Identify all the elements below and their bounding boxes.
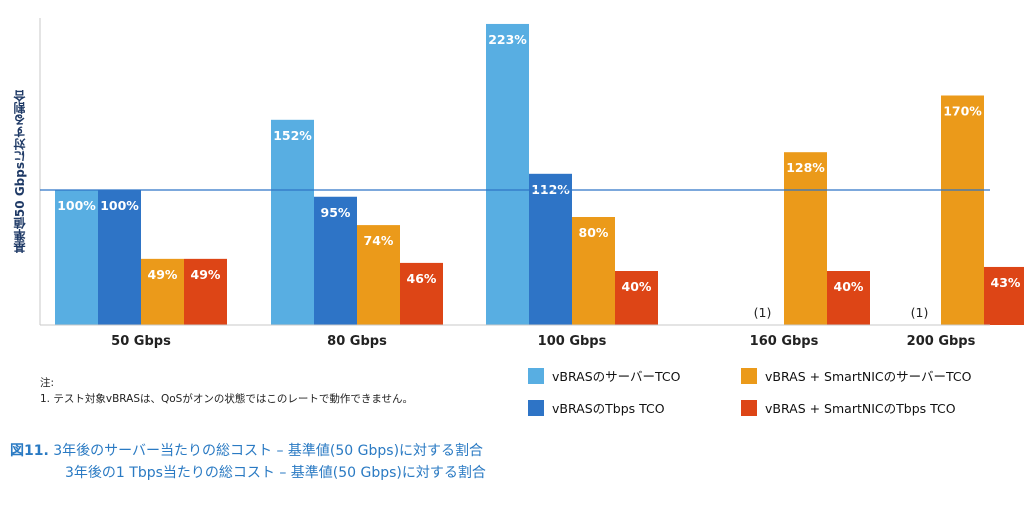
bar-value-label: 112% [531, 182, 570, 197]
bar-value-label: 46% [407, 271, 437, 286]
figure-caption: 図11. 3年後のサーバー当たりの総コスト – 基準値(50 Gbps)に対する… [10, 440, 486, 484]
bar-value-label: 95% [321, 205, 351, 220]
bar [486, 23, 529, 325]
bar [984, 266, 1024, 325]
legend-item-server-tco: vBRASのサーバーTCO [528, 366, 680, 385]
footnote-marker: (1) [754, 305, 772, 320]
bars-layer [55, 23, 1024, 325]
legend-label: vBRAS + SmartNICのTbps TCO [765, 401, 956, 416]
bar [98, 190, 141, 325]
legend-item-smartnic-server-tco: vBRAS + SmartNICのサーバーTCO [741, 366, 971, 385]
caption-text-2: 3年後の1 Tbps当たりの総コスト – 基準値(50 Gbps)に対する割合 [65, 465, 486, 481]
legend-label: vBRASのサーバーTCO [552, 369, 681, 384]
bar-value-label: 49% [148, 267, 178, 282]
bar-value-label: 40% [834, 279, 864, 294]
bar [55, 190, 98, 325]
x-tick-label: 50 Gbps [111, 334, 171, 349]
bar [141, 258, 184, 325]
legend: vBRASのサーバーTCO vBRASのTbps TCO vBRAS + Sma… [528, 366, 998, 426]
notes-title: 注: [40, 377, 55, 389]
bar-value-label: 100% [57, 198, 96, 213]
bar [357, 225, 400, 325]
caption-text-1: 3年後のサーバー当たりの総コスト – 基準値(50 Gbps)に対する割合 [53, 443, 484, 459]
bar-chart: 100% 100% 49% 49% 152% 95% 74% 46% 223% 112% 80% 40… [39, 18, 1024, 349]
y-axis-label: 基準値50 Gbpsに対する割合 [12, 90, 27, 254]
bar-value-label: 223% [488, 32, 527, 47]
bar [400, 262, 443, 325]
x-tick-label: 100 Gbps [538, 334, 607, 349]
bar [529, 173, 572, 325]
x-tick-label: 200 Gbps [907, 334, 976, 349]
legend-label: vBRASのTbps TCO [552, 401, 665, 416]
figure-label: 図11. [10, 443, 49, 459]
value-labels-layer: 100% 100% 49% 49% 152% 95% 74% 46% 223% 112% 80% 40… [57, 32, 1021, 320]
bar [184, 258, 227, 325]
legend-swatch-light-blue [528, 367, 544, 384]
bar [572, 217, 615, 325]
bar-value-label: 100% [100, 198, 139, 213]
legend-item-tbps-tco: vBRASのTbps TCO [528, 398, 665, 417]
bar [941, 95, 984, 325]
bar-value-label: 152% [273, 128, 312, 143]
caption-line-1: 図11. 3年後のサーバー当たりの総コスト – 基準値(50 Gbps)に対する… [10, 440, 486, 462]
axis-layer: 50 Gbps 80 Gbps 100 Gbps 160 Gbps 200 Gbps [39, 18, 990, 349]
x-tick-label: 80 Gbps [327, 334, 387, 349]
bar-value-label: 40% [622, 279, 652, 294]
bar [314, 196, 357, 325]
y-axis-label-wrap: 基準値50 Gbpsに対する割合 [6, 22, 32, 322]
bar-value-label: 128% [786, 160, 825, 175]
bar [271, 119, 314, 325]
bar [827, 271, 870, 325]
bar-value-label: 80% [579, 225, 609, 240]
bar-value-label: 74% [364, 233, 394, 248]
legend-label: vBRAS + SmartNICのサーバーTCO [765, 369, 972, 384]
footnotes: 注: 1. テスト対象vBRASは、QoSがオンの状態ではこのレートで動作できま… [40, 375, 413, 407]
bar [784, 152, 827, 325]
footnote-marker: (1) [911, 305, 929, 320]
bar [615, 271, 658, 325]
legend-swatch-dark-blue [528, 399, 544, 416]
legend-swatch-red [741, 399, 757, 416]
bar-value-label: 170% [943, 104, 982, 119]
bar-value-label: 49% [191, 267, 221, 282]
legend-item-smartnic-tbps-tco: vBRAS + SmartNICのTbps TCO [741, 398, 956, 417]
legend-swatch-orange [741, 367, 757, 384]
bar-value-label: 43% [991, 275, 1021, 290]
note-1: 1. テスト対象vBRASは、QoSがオンの状態ではこのレートで動作できません。 [40, 393, 414, 405]
x-tick-label: 160 Gbps [750, 334, 819, 349]
